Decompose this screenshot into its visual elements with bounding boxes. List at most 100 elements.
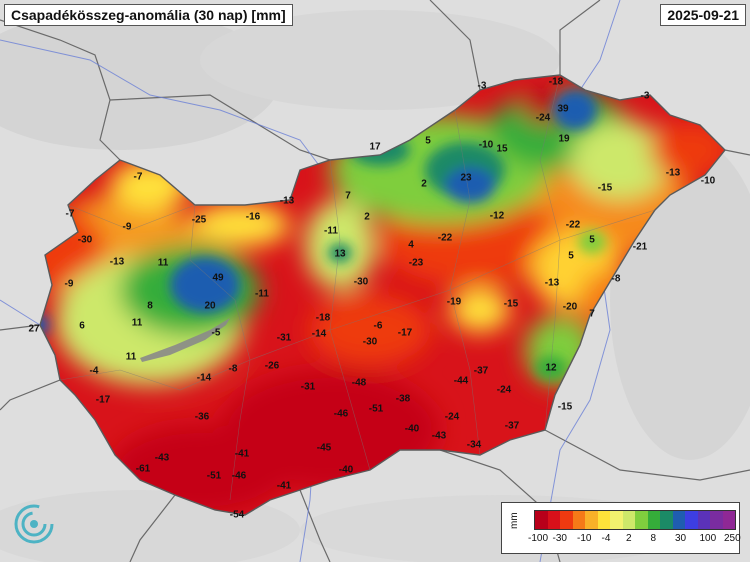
legend-swatch: [647, 511, 660, 529]
legend-swatch: [672, 511, 685, 529]
anomaly-value-label: 13: [334, 249, 346, 260]
anomaly-value-label: -22: [438, 233, 453, 244]
anomaly-value-label: -14: [312, 329, 327, 340]
anomaly-value-label: -51: [207, 471, 222, 482]
legend-tick-label: -30: [552, 533, 567, 544]
anomaly-value-label: -24: [445, 412, 460, 423]
anomaly-value-label: -3: [478, 81, 487, 92]
anomaly-value-label: -18: [316, 313, 331, 324]
anomaly-value-label: -31: [277, 333, 292, 344]
anomaly-value-label: -37: [505, 421, 520, 432]
map-date: 2025-09-21: [660, 4, 746, 26]
anomaly-value-label: -14: [197, 373, 212, 384]
anomaly-value-label: 15: [496, 144, 508, 155]
map-title: Csapadékösszeg-anomália (30 nap) [mm]: [4, 4, 293, 26]
anomaly-value-label: -43: [432, 431, 447, 442]
legend-tick-label: 100: [699, 533, 717, 544]
anomaly-value-label: -30: [354, 277, 369, 288]
anomaly-value-label: 5: [568, 251, 574, 262]
anomaly-value-label: -19: [447, 297, 462, 308]
legend-tick-label: 2: [626, 533, 632, 544]
anomaly-value-label: -5: [212, 328, 221, 339]
anomaly-value-label: -13: [545, 278, 560, 289]
anomaly-value-label: -11: [255, 289, 269, 300]
anomaly-value-label: -34: [467, 440, 482, 451]
anomaly-value-label: 27: [28, 324, 40, 335]
anomaly-value-label: 12: [545, 363, 557, 374]
anomaly-value-label: -30: [78, 235, 93, 246]
anomaly-value-label: 5: [425, 136, 431, 147]
anomaly-value-label: -16: [246, 212, 261, 223]
anomaly-value-label: -21: [633, 242, 648, 253]
anomaly-value-label: -41: [235, 449, 250, 460]
legend-color-bar: [534, 510, 736, 530]
anomaly-value-label: -13: [666, 168, 681, 179]
anomaly-value-label: -22: [566, 220, 581, 231]
anomaly-value-label: -18: [549, 77, 564, 88]
legend-swatch: [710, 511, 723, 529]
anomaly-value-label: -10: [701, 176, 716, 187]
legend-swatch: [597, 511, 610, 529]
anomaly-value-label: -44: [454, 376, 469, 387]
legend-swatch: [572, 511, 585, 529]
anomaly-value-label: -8: [229, 364, 238, 375]
legend-swatch: [610, 511, 623, 529]
anomaly-value-label: -9: [65, 279, 74, 290]
anomaly-value-label: 17: [369, 142, 381, 153]
legend-unit: mm: [509, 512, 520, 529]
legend-swatch: [697, 511, 710, 529]
anomaly-value-label: -3: [641, 91, 650, 102]
legend-ticks: -100 -30 -10 -4 2 8 30 100 250: [528, 533, 741, 549]
anomaly-value-label: -45: [317, 443, 332, 454]
anomaly-value-label: -17: [398, 328, 413, 339]
anomaly-value-label: 2: [364, 212, 370, 223]
legend-tick-label: -10: [577, 533, 592, 544]
anomaly-value-label: 19: [558, 134, 570, 145]
anomaly-value-label: -48: [352, 378, 367, 389]
anomaly-value-label: 6: [79, 321, 85, 332]
anomaly-value-label: -41: [277, 481, 292, 492]
anomaly-value-label: -40: [405, 424, 420, 435]
legend-swatch: [535, 511, 548, 529]
anomaly-value-label: -54: [230, 510, 245, 521]
anomaly-value-label: -10: [479, 140, 494, 151]
anomaly-value-label: -37: [474, 366, 489, 377]
anomaly-value-label: 4: [408, 240, 414, 251]
anomaly-value-label: 2: [421, 179, 427, 190]
anomaly-value-label: -43: [155, 453, 170, 464]
legend-swatch: [660, 511, 673, 529]
anomaly-value-label: 20: [204, 301, 216, 312]
anomaly-value-label: 11: [132, 318, 143, 329]
legend-swatch: [585, 511, 598, 529]
legend-swatch: [560, 511, 573, 529]
anomaly-value-label: -9: [123, 222, 132, 233]
anomaly-value-label: -38: [396, 394, 411, 405]
anomaly-value-label: 8: [147, 301, 153, 312]
anomaly-value-label: -23: [409, 258, 424, 269]
anomaly-value-label: -30: [363, 337, 378, 348]
anomaly-value-label: 49: [212, 273, 224, 284]
anomaly-value-label: -31: [301, 382, 316, 393]
anomaly-value-label: -20: [563, 302, 578, 313]
color-legend: mm -100 -30 -10 -4 2 8 30 100 250: [501, 502, 741, 554]
anomaly-value-label: -46: [334, 409, 349, 420]
legend-swatch: [722, 511, 735, 529]
anomaly-value-label: -13: [280, 196, 295, 207]
legend-swatch: [622, 511, 635, 529]
anomaly-value-label: 7: [589, 309, 595, 320]
anomaly-value-label: 39: [557, 104, 569, 115]
anomaly-value-label: 11: [158, 258, 169, 269]
legend-tick-label: 250: [724, 533, 741, 544]
legend-tick-label: 8: [650, 533, 657, 544]
anomaly-value-label: -7: [66, 209, 75, 220]
anomaly-value-label: -46: [232, 471, 247, 482]
anomaly-value-label: -25: [192, 215, 207, 226]
anomaly-value-label: -17: [96, 395, 111, 406]
legend-tick-label: -100: [528, 533, 549, 544]
anomaly-value-label: -7: [134, 172, 143, 183]
anomaly-value-label: -15: [558, 402, 573, 413]
anomaly-value-label: 23: [460, 173, 472, 184]
legend-tick-label: 30: [675, 533, 687, 544]
